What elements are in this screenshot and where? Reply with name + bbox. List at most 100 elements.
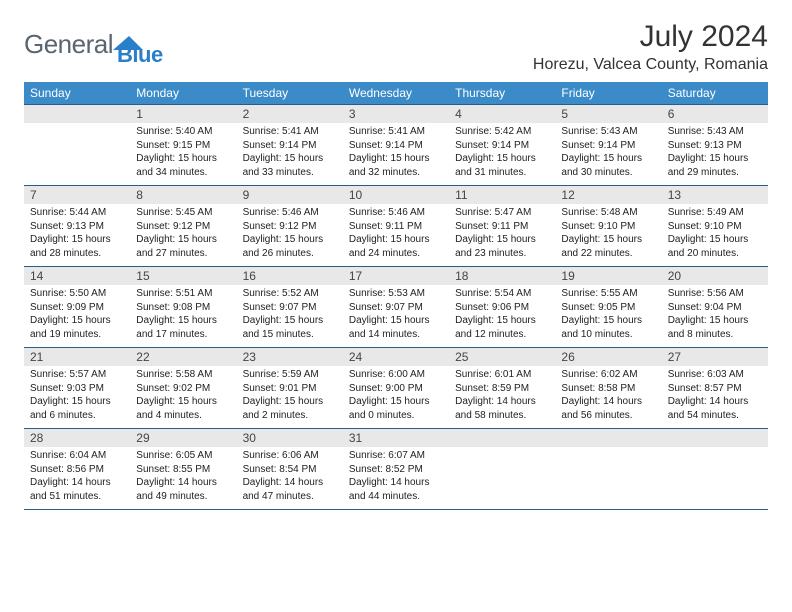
daylight-text: Daylight: 14 hours and 47 minutes.: [243, 476, 337, 503]
sunrise-text: Sunrise: 6:02 AM: [561, 368, 655, 382]
day-number: 29: [130, 429, 236, 448]
day-cell: Sunrise: 5:49 AMSunset: 9:10 PMDaylight:…: [662, 204, 768, 267]
day-cell: Sunrise: 5:40 AMSunset: 9:15 PMDaylight:…: [130, 123, 236, 186]
daylight-text: Daylight: 15 hours and 30 minutes.: [561, 152, 655, 179]
sunrise-text: Sunrise: 5:52 AM: [243, 287, 337, 301]
sunset-text: Sunset: 9:12 PM: [136, 220, 230, 234]
day-cell: Sunrise: 6:04 AMSunset: 8:56 PMDaylight:…: [24, 447, 130, 510]
daylight-text: Daylight: 15 hours and 4 minutes.: [136, 395, 230, 422]
day-number: 31: [343, 429, 449, 448]
day-cell: Sunrise: 6:01 AMSunset: 8:59 PMDaylight:…: [449, 366, 555, 429]
daylight-text: Daylight: 15 hours and 6 minutes.: [30, 395, 124, 422]
daylight-text: Daylight: 15 hours and 27 minutes.: [136, 233, 230, 260]
day-number: 11: [449, 186, 555, 205]
daylight-text: Daylight: 15 hours and 34 minutes.: [136, 152, 230, 179]
day-cell: Sunrise: 5:43 AMSunset: 9:13 PMDaylight:…: [662, 123, 768, 186]
sunset-text: Sunset: 8:59 PM: [455, 382, 549, 396]
sunrise-text: Sunrise: 5:57 AM: [30, 368, 124, 382]
weekday-header: Friday: [555, 82, 661, 105]
day-number: 2: [237, 105, 343, 124]
day-cell: Sunrise: 5:59 AMSunset: 9:01 PMDaylight:…: [237, 366, 343, 429]
sunset-text: Sunset: 9:07 PM: [349, 301, 443, 315]
day-cell: [555, 447, 661, 510]
day-cell: Sunrise: 5:55 AMSunset: 9:05 PMDaylight:…: [555, 285, 661, 348]
month-title: July 2024: [533, 20, 768, 54]
sunrise-text: Sunrise: 5:41 AM: [243, 125, 337, 139]
day-number: 27: [662, 348, 768, 367]
day-cell: Sunrise: 6:00 AMSunset: 9:00 PMDaylight:…: [343, 366, 449, 429]
day-cell: Sunrise: 5:44 AMSunset: 9:13 PMDaylight:…: [24, 204, 130, 267]
sunset-text: Sunset: 9:13 PM: [668, 139, 762, 153]
day-number: 9: [237, 186, 343, 205]
daynum-row: 28293031: [24, 429, 768, 448]
daylight-text: Daylight: 14 hours and 44 minutes.: [349, 476, 443, 503]
sunrise-text: Sunrise: 6:00 AM: [349, 368, 443, 382]
daylight-text: Daylight: 14 hours and 54 minutes.: [668, 395, 762, 422]
sunrise-text: Sunrise: 5:55 AM: [561, 287, 655, 301]
day-number: 14: [24, 267, 130, 286]
sunrise-text: Sunrise: 5:45 AM: [136, 206, 230, 220]
sunrise-text: Sunrise: 5:56 AM: [668, 287, 762, 301]
sunrise-text: Sunrise: 6:04 AM: [30, 449, 124, 463]
daynum-row: 78910111213: [24, 186, 768, 205]
calendar-table: Sunday Monday Tuesday Wednesday Thursday…: [24, 82, 768, 510]
day-number: 17: [343, 267, 449, 286]
day-number: 20: [662, 267, 768, 286]
day-cell: Sunrise: 5:53 AMSunset: 9:07 PMDaylight:…: [343, 285, 449, 348]
day-number: 22: [130, 348, 236, 367]
daylight-text: Daylight: 15 hours and 29 minutes.: [668, 152, 762, 179]
day-number: 3: [343, 105, 449, 124]
content-row: Sunrise: 6:04 AMSunset: 8:56 PMDaylight:…: [24, 447, 768, 510]
sunrise-text: Sunrise: 6:01 AM: [455, 368, 549, 382]
sunset-text: Sunset: 9:12 PM: [243, 220, 337, 234]
sunset-text: Sunset: 9:11 PM: [455, 220, 549, 234]
daylight-text: Daylight: 15 hours and 26 minutes.: [243, 233, 337, 260]
day-number: 26: [555, 348, 661, 367]
day-cell: Sunrise: 6:02 AMSunset: 8:58 PMDaylight:…: [555, 366, 661, 429]
day-cell: Sunrise: 6:06 AMSunset: 8:54 PMDaylight:…: [237, 447, 343, 510]
daynum-row: 21222324252627: [24, 348, 768, 367]
logo: General Blue: [24, 20, 163, 68]
day-number: 12: [555, 186, 661, 205]
sunrise-text: Sunrise: 5:51 AM: [136, 287, 230, 301]
day-cell: Sunrise: 5:48 AMSunset: 9:10 PMDaylight:…: [555, 204, 661, 267]
sunset-text: Sunset: 9:02 PM: [136, 382, 230, 396]
sunrise-text: Sunrise: 5:42 AM: [455, 125, 549, 139]
sunset-text: Sunset: 9:05 PM: [561, 301, 655, 315]
daylight-text: Daylight: 15 hours and 23 minutes.: [455, 233, 549, 260]
day-number: 5: [555, 105, 661, 124]
day-number: 7: [24, 186, 130, 205]
day-cell: Sunrise: 5:41 AMSunset: 9:14 PMDaylight:…: [237, 123, 343, 186]
day-number: 21: [24, 348, 130, 367]
weekday-header-row: Sunday Monday Tuesday Wednesday Thursday…: [24, 82, 768, 105]
daylight-text: Daylight: 15 hours and 33 minutes.: [243, 152, 337, 179]
sunset-text: Sunset: 9:03 PM: [30, 382, 124, 396]
day-cell: Sunrise: 5:56 AMSunset: 9:04 PMDaylight:…: [662, 285, 768, 348]
sunrise-text: Sunrise: 5:59 AM: [243, 368, 337, 382]
sunrise-text: Sunrise: 5:43 AM: [561, 125, 655, 139]
weekday-header: Monday: [130, 82, 236, 105]
day-cell: Sunrise: 5:42 AMSunset: 9:14 PMDaylight:…: [449, 123, 555, 186]
day-cell: Sunrise: 5:58 AMSunset: 9:02 PMDaylight:…: [130, 366, 236, 429]
sunset-text: Sunset: 8:52 PM: [349, 463, 443, 477]
daylight-text: Daylight: 15 hours and 8 minutes.: [668, 314, 762, 341]
sunrise-text: Sunrise: 5:46 AM: [243, 206, 337, 220]
day-number: [24, 105, 130, 124]
day-number: 10: [343, 186, 449, 205]
daylight-text: Daylight: 15 hours and 31 minutes.: [455, 152, 549, 179]
day-cell: [662, 447, 768, 510]
sunset-text: Sunset: 9:10 PM: [561, 220, 655, 234]
sunrise-text: Sunrise: 6:03 AM: [668, 368, 762, 382]
day-cell: Sunrise: 5:45 AMSunset: 9:12 PMDaylight:…: [130, 204, 236, 267]
day-cell: Sunrise: 5:41 AMSunset: 9:14 PMDaylight:…: [343, 123, 449, 186]
sunset-text: Sunset: 9:04 PM: [668, 301, 762, 315]
sunset-text: Sunset: 9:13 PM: [30, 220, 124, 234]
sunset-text: Sunset: 9:07 PM: [243, 301, 337, 315]
content-row: Sunrise: 5:50 AMSunset: 9:09 PMDaylight:…: [24, 285, 768, 348]
day-number: 1: [130, 105, 236, 124]
weekday-header: Thursday: [449, 82, 555, 105]
logo-text-general: General: [24, 29, 113, 60]
sunrise-text: Sunrise: 5:54 AM: [455, 287, 549, 301]
day-number: 6: [662, 105, 768, 124]
sunset-text: Sunset: 9:01 PM: [243, 382, 337, 396]
